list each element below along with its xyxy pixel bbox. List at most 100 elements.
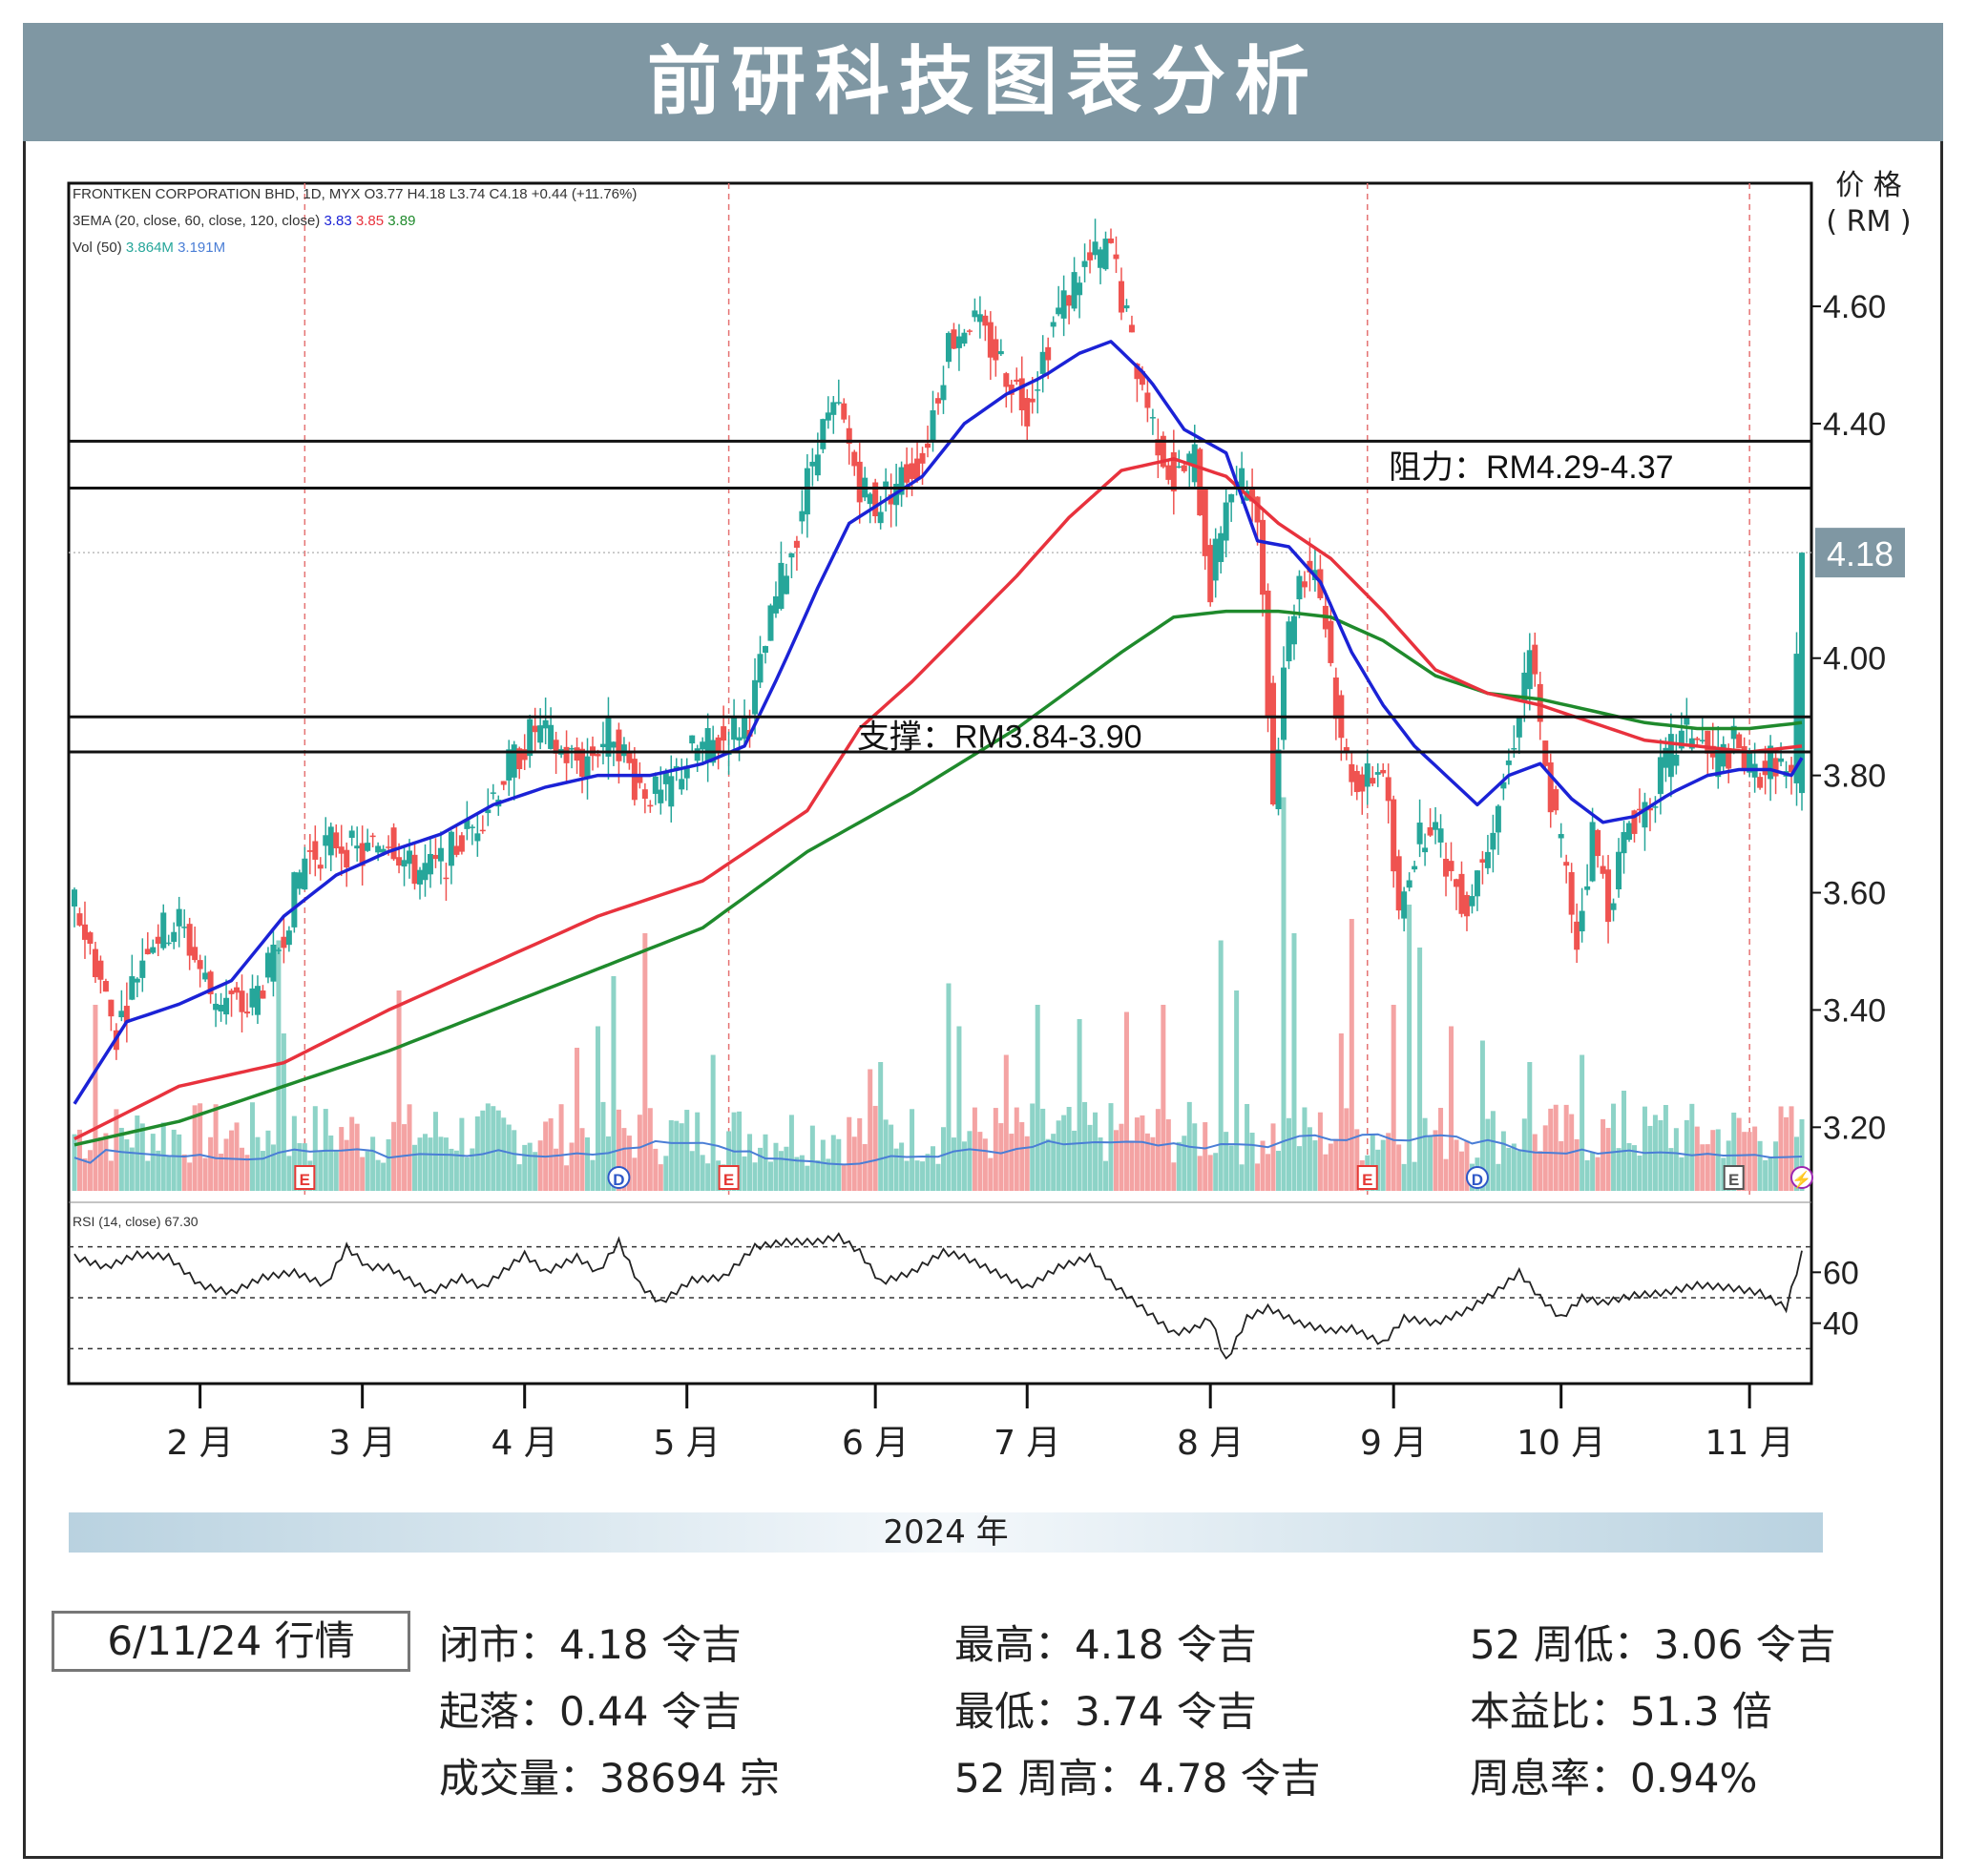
volume-bar — [1134, 1117, 1140, 1191]
candle-body — [1275, 749, 1282, 810]
candle-body — [1281, 667, 1287, 740]
candle-body — [1469, 896, 1475, 907]
volume-bar — [1584, 1159, 1590, 1191]
candle-body — [1066, 295, 1073, 306]
candle-body — [417, 869, 423, 885]
month-tick-label: 9 月 — [1360, 1424, 1427, 1463]
volume-bar — [470, 1148, 475, 1191]
candle-body — [1484, 851, 1491, 868]
volume-bar — [1496, 1163, 1501, 1191]
candle-body — [930, 410, 936, 441]
candle-body — [736, 737, 743, 741]
volume-bar — [632, 1157, 638, 1191]
legend-ema-value: 3.89 — [387, 213, 415, 229]
volume-bar — [1422, 1117, 1428, 1191]
candle-body — [1239, 468, 1245, 494]
volume-bar — [1757, 1140, 1763, 1191]
candle-body — [972, 310, 978, 318]
candle-body — [1511, 748, 1517, 750]
volume-bar — [1464, 1140, 1470, 1191]
volume-bar — [480, 1110, 486, 1191]
candle-body — [1568, 871, 1575, 915]
volume-bar — [407, 1104, 412, 1191]
volume-bar — [512, 1130, 517, 1191]
volume-bar — [1454, 1139, 1459, 1191]
candle-body — [1574, 921, 1580, 950]
month-tick-label: 11 月 — [1705, 1424, 1794, 1463]
volume-bar — [1616, 1148, 1622, 1191]
volume-bar — [491, 1106, 496, 1191]
volume-bar — [946, 983, 952, 1191]
candle-body — [264, 952, 271, 978]
candle-body — [354, 845, 361, 849]
candle-body — [982, 315, 989, 326]
event-marker-badge — [1790, 1166, 1813, 1189]
candle-body — [1684, 717, 1690, 725]
candle-body — [469, 826, 475, 828]
candle-body — [155, 936, 161, 945]
volume-bar — [1542, 1125, 1548, 1191]
volume-bar — [1731, 1112, 1737, 1191]
volume-bar — [889, 1124, 894, 1191]
support-label: 支撑：RM3.84-3.90 — [857, 719, 1142, 756]
volume-bar — [432, 1112, 438, 1191]
candle-body — [239, 990, 245, 1012]
candle-body — [662, 771, 669, 784]
candle-body — [1793, 654, 1800, 783]
volume-bar — [1490, 1111, 1496, 1191]
volume-bar — [1354, 1129, 1360, 1191]
candle-body — [102, 981, 109, 992]
candle-body — [1212, 538, 1219, 581]
volume-bar — [422, 1134, 428, 1191]
candle-body — [1458, 873, 1465, 914]
volume-bar — [1035, 1005, 1040, 1191]
volume-bar — [1150, 1136, 1156, 1191]
volume-bar — [788, 1115, 794, 1191]
candle-body — [207, 971, 214, 995]
candle-body — [1595, 829, 1601, 857]
candle-body — [872, 482, 879, 517]
event-marker-badge — [1465, 1166, 1489, 1189]
candle-body — [1165, 465, 1172, 480]
volume-bar — [710, 1054, 716, 1191]
volume-bar — [124, 1139, 130, 1191]
candle-body — [1547, 761, 1554, 813]
candle-body — [192, 947, 199, 961]
candle-body — [160, 912, 167, 948]
candle-body — [254, 986, 261, 1015]
volume-bar — [1224, 1132, 1229, 1191]
candle-body — [752, 679, 759, 715]
volume-bar — [1401, 1163, 1407, 1191]
candle-body — [966, 330, 973, 332]
volume-bar — [1396, 1144, 1402, 1191]
candle-body — [668, 776, 675, 807]
volume-bar — [208, 1136, 214, 1191]
candle-body — [742, 717, 748, 740]
price-axis-title: 价 格 — [1835, 169, 1902, 202]
candle-body — [877, 511, 884, 524]
candle-body — [1332, 677, 1339, 719]
volume-bar — [1066, 1107, 1072, 1191]
candle-body — [1474, 870, 1480, 897]
volume-bar — [914, 1160, 920, 1191]
candle-body — [1039, 351, 1046, 374]
volume-bar — [1276, 1151, 1282, 1191]
volume-bar — [548, 1117, 554, 1191]
volume-bar — [244, 1155, 250, 1191]
candle-body — [1056, 307, 1062, 315]
candle-body — [783, 575, 789, 594]
volume-bar — [1370, 1135, 1375, 1191]
volume-bar — [501, 1117, 507, 1191]
volume-bar — [752, 1162, 758, 1191]
candle-body — [1186, 453, 1193, 466]
rsi-tick-label: 60 — [1823, 1255, 1859, 1291]
candle-body — [1307, 560, 1313, 573]
volume-bar — [386, 1138, 391, 1191]
candle-body — [407, 850, 413, 865]
volume-bar — [1123, 1011, 1129, 1191]
volume-bar — [93, 1005, 98, 1191]
candle-body — [1060, 290, 1067, 319]
candle-body — [234, 987, 241, 993]
volume-bar — [826, 1158, 831, 1191]
candle-body — [244, 1011, 250, 1014]
